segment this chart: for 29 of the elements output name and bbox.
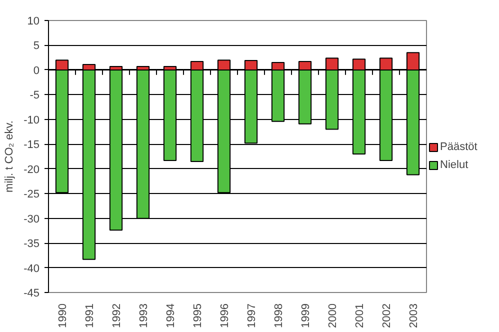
x-tick-label: 1990 <box>57 303 69 328</box>
x-tick-label: 1993 <box>138 303 150 328</box>
legend-label: Päästöt <box>440 141 478 153</box>
y-tick-label: -20 <box>24 164 40 176</box>
x-tick-label: 1996 <box>219 303 231 328</box>
y-tick-label: -40 <box>24 262 40 275</box>
x-tick-label: 1994 <box>165 303 177 328</box>
x-tick-label: 2000 <box>327 303 339 328</box>
y-tick-label: 0 <box>33 64 40 77</box>
y-tick-label: 10 <box>27 16 40 28</box>
x-tick-label: 1997 <box>246 303 258 328</box>
y-tick-label: 5 <box>33 40 40 52</box>
x-tick-label: 1995 <box>192 303 204 328</box>
x-tick-label: 1998 <box>273 303 285 328</box>
x-tick-label: 2003 <box>408 303 420 328</box>
y-tick-label: -25 <box>24 188 40 201</box>
x-tick-label: 1999 <box>300 303 312 328</box>
x-tick-label: 1992 <box>111 303 123 328</box>
y-tick-label: -35 <box>24 238 40 250</box>
x-tick-label: 2001 <box>354 303 366 328</box>
y-tick-label: -5 <box>30 90 40 102</box>
y-tick-label: -15 <box>24 139 40 152</box>
x-tick-label: 2002 <box>381 303 393 328</box>
y-axis-title: milj. t CO₂ ekv. <box>4 120 16 192</box>
y-tick-label: -10 <box>24 114 40 126</box>
y-tick-label: -45 <box>24 288 40 300</box>
legend-label: Nielut <box>440 159 468 171</box>
y-tick-label: -30 <box>24 213 40 226</box>
x-tick-label: 1991 <box>84 303 96 328</box>
